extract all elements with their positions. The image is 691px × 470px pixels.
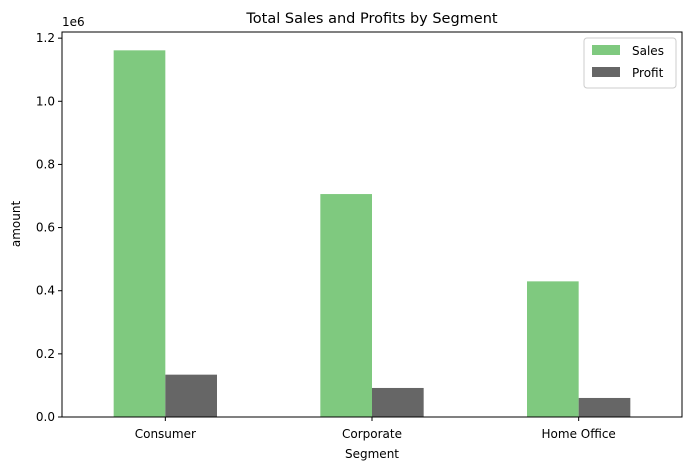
- x-tick-label: Consumer: [135, 427, 196, 441]
- x-tick-label: Home Office: [542, 427, 616, 441]
- bar-sales-home-office: [527, 281, 579, 417]
- y-tick-label: 0.6: [36, 221, 55, 235]
- legend-label-sales: Sales: [632, 44, 664, 58]
- x-tick-label: Corporate: [342, 427, 402, 441]
- x-axis: Consumer Corporate Home Office: [135, 417, 616, 441]
- legend-label-profit: Profit: [632, 66, 664, 80]
- y-tick-label: 0.4: [36, 284, 55, 298]
- y-offset-label: 1e6: [62, 15, 85, 29]
- y-tick-label: 0.8: [36, 157, 55, 171]
- bar-profit-corporate: [372, 387, 424, 417]
- y-tick-label: 0.0: [36, 410, 55, 424]
- bar-profit-home-office: [578, 397, 631, 417]
- x-axis-label: Segment: [345, 447, 399, 461]
- chart-title: Total Sales and Profits by Segment: [245, 11, 498, 27]
- bar-sales-corporate: [320, 194, 372, 417]
- y-axis: 0.0 0.2 0.4 0.6 0.8 1.0 1.2: [36, 31, 62, 424]
- legend-swatch-sales: [592, 45, 620, 55]
- legend: Sales Profit: [583, 37, 677, 89]
- y-tick-label: 1.0: [36, 94, 55, 108]
- y-tick-label: 0.2: [36, 347, 55, 361]
- bar-profit-consumer: [165, 374, 217, 417]
- bars-group: [113, 50, 631, 418]
- y-axis-label: amount: [9, 201, 23, 248]
- legend-swatch-profit: [592, 67, 620, 77]
- y-tick-label: 1.2: [36, 31, 55, 45]
- bar-sales-consumer: [113, 50, 166, 418]
